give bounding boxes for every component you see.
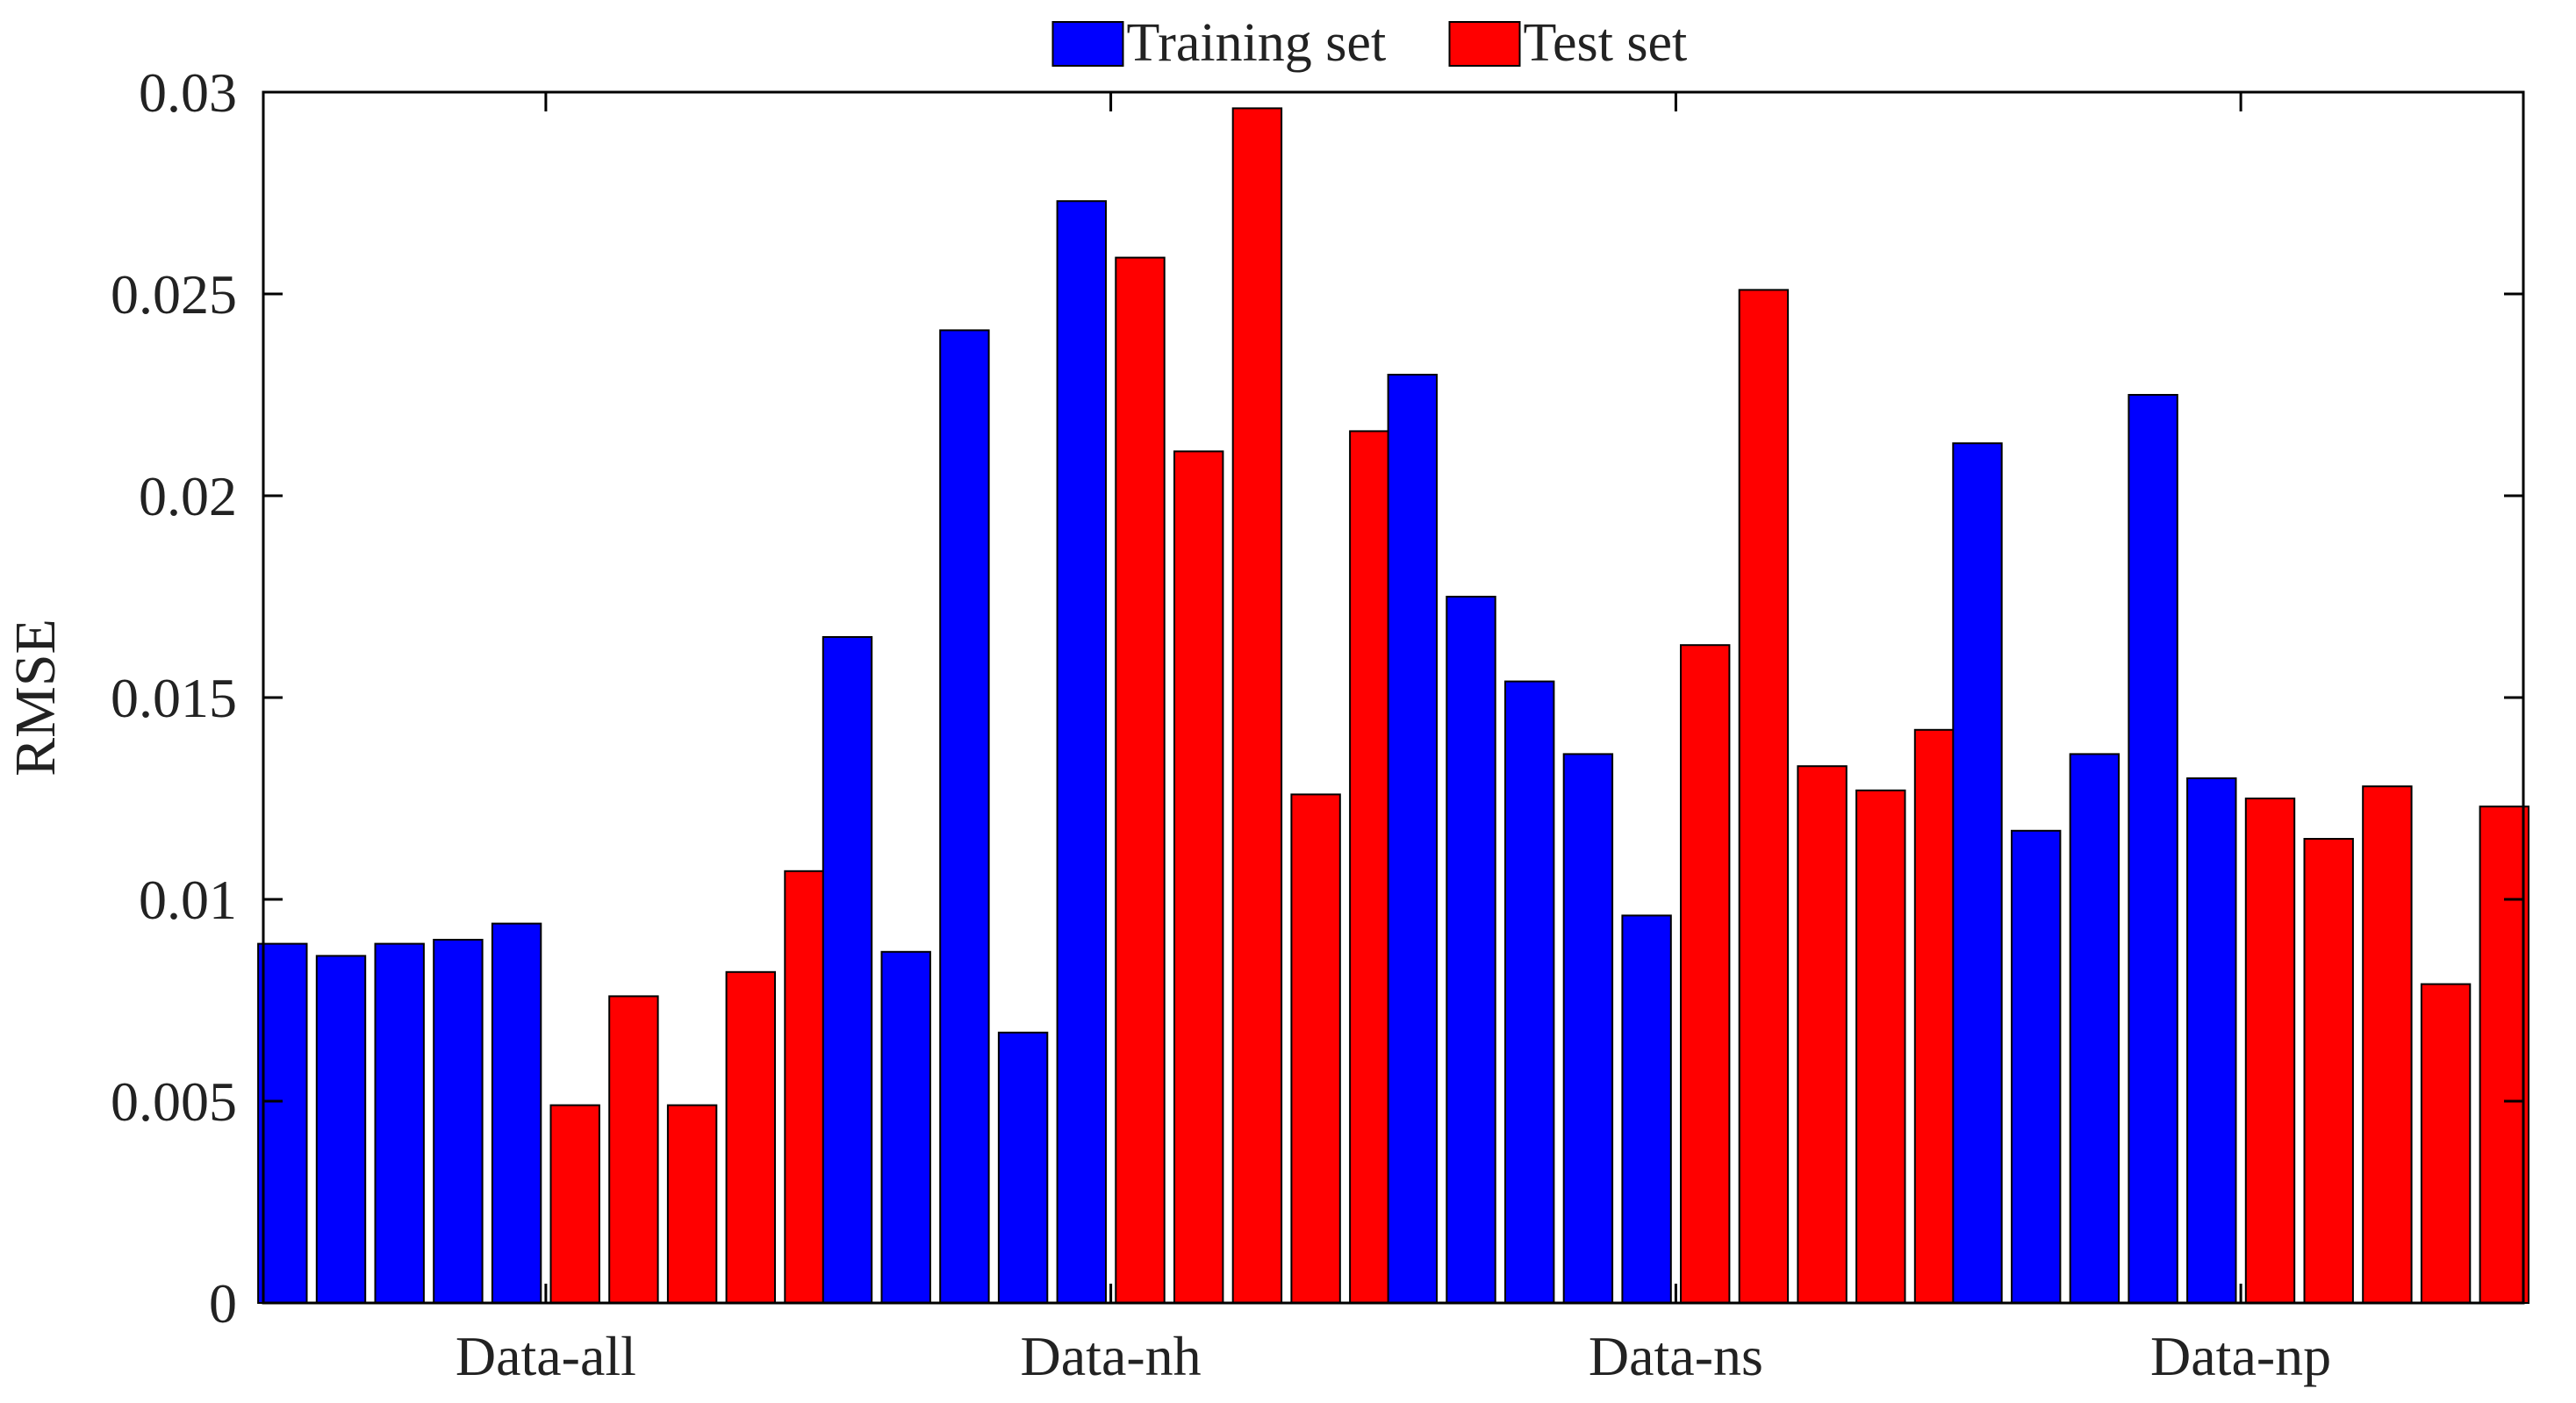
y-tick-label: 0.005 xyxy=(111,1070,237,1133)
bar-training-4-1 xyxy=(1952,442,2003,1304)
bar-training-4-4 xyxy=(2128,394,2178,1304)
legend-label-test: Test set xyxy=(1524,13,1688,73)
bar-test-1-2 xyxy=(608,995,659,1305)
bar-training-3-1 xyxy=(1387,374,1438,1304)
legend-swatch-test xyxy=(1448,21,1521,67)
y-tick-label: 0 xyxy=(209,1272,237,1335)
bar-test-2-2 xyxy=(1173,450,1224,1304)
bar-test-1-3 xyxy=(666,1104,718,1304)
legend-label-training: Training set xyxy=(1127,13,1387,73)
bar-test-3-4 xyxy=(1855,789,1906,1304)
bar-test-4-1 xyxy=(2244,798,2296,1304)
labels-layer: Data-all Data-nh Data-ns Data-np 0 0.005 0.01 0… xyxy=(111,61,2331,1387)
bar-training-1-1 xyxy=(257,942,308,1304)
bar-test-3-3 xyxy=(1797,765,1848,1304)
bar-training-3-3 xyxy=(1504,680,1555,1304)
bar-training-4-5 xyxy=(2186,777,2237,1304)
bar-test-1-1 xyxy=(549,1104,600,1304)
bar-training-1-3 xyxy=(374,942,425,1304)
bar-test-1-4 xyxy=(725,970,776,1305)
bar-training-1-4 xyxy=(433,939,484,1304)
bar-test-2-3 xyxy=(1231,107,1283,1304)
y-tick-label: 0.03 xyxy=(139,61,237,124)
category-label: Data-np xyxy=(2150,1325,2331,1387)
bar-test-3-1 xyxy=(1680,644,1731,1304)
y-tick-label: 0.02 xyxy=(139,465,237,527)
bar-training-3-5 xyxy=(1621,914,1672,1305)
bar-training-1-2 xyxy=(315,955,367,1305)
ticks-layer xyxy=(263,90,2523,1305)
y-tick-label: 0.025 xyxy=(111,263,237,326)
y-tick-label: 0.015 xyxy=(111,667,237,729)
bar-test-4-2 xyxy=(2303,838,2354,1304)
bar-training-3-2 xyxy=(1446,596,1496,1304)
bar-training-2-3 xyxy=(939,329,990,1304)
bar-training-4-2 xyxy=(2011,829,2062,1304)
legend: Training set Test set xyxy=(1051,13,1688,73)
category-label: Data-ns xyxy=(1589,1325,1763,1387)
bars-layer xyxy=(257,107,2530,1305)
bar-training-2-2 xyxy=(880,950,931,1305)
legend-swatch-training xyxy=(1051,21,1124,67)
y-axis-title: RMSE xyxy=(4,619,68,777)
bar-training-2-5 xyxy=(1056,200,1107,1305)
bar-training-2-1 xyxy=(822,636,873,1304)
bar-test-2-1 xyxy=(1115,256,1166,1305)
bar-test-4-4 xyxy=(2420,983,2472,1304)
category-label: Data-nh xyxy=(1021,1325,1202,1387)
bar-test-4-3 xyxy=(2362,785,2413,1304)
bar-test-3-2 xyxy=(1738,289,1790,1304)
bar-test-4-5 xyxy=(2479,805,2530,1304)
bar-training-4-3 xyxy=(2069,753,2120,1304)
bar-training-1-5 xyxy=(491,922,542,1304)
bar-training-3-4 xyxy=(1562,753,1614,1304)
y-tick-label: 0.01 xyxy=(139,869,237,931)
bar-test-2-4 xyxy=(1290,793,1341,1304)
category-label: Data-all xyxy=(456,1325,636,1387)
bar-training-2-4 xyxy=(997,1031,1049,1305)
